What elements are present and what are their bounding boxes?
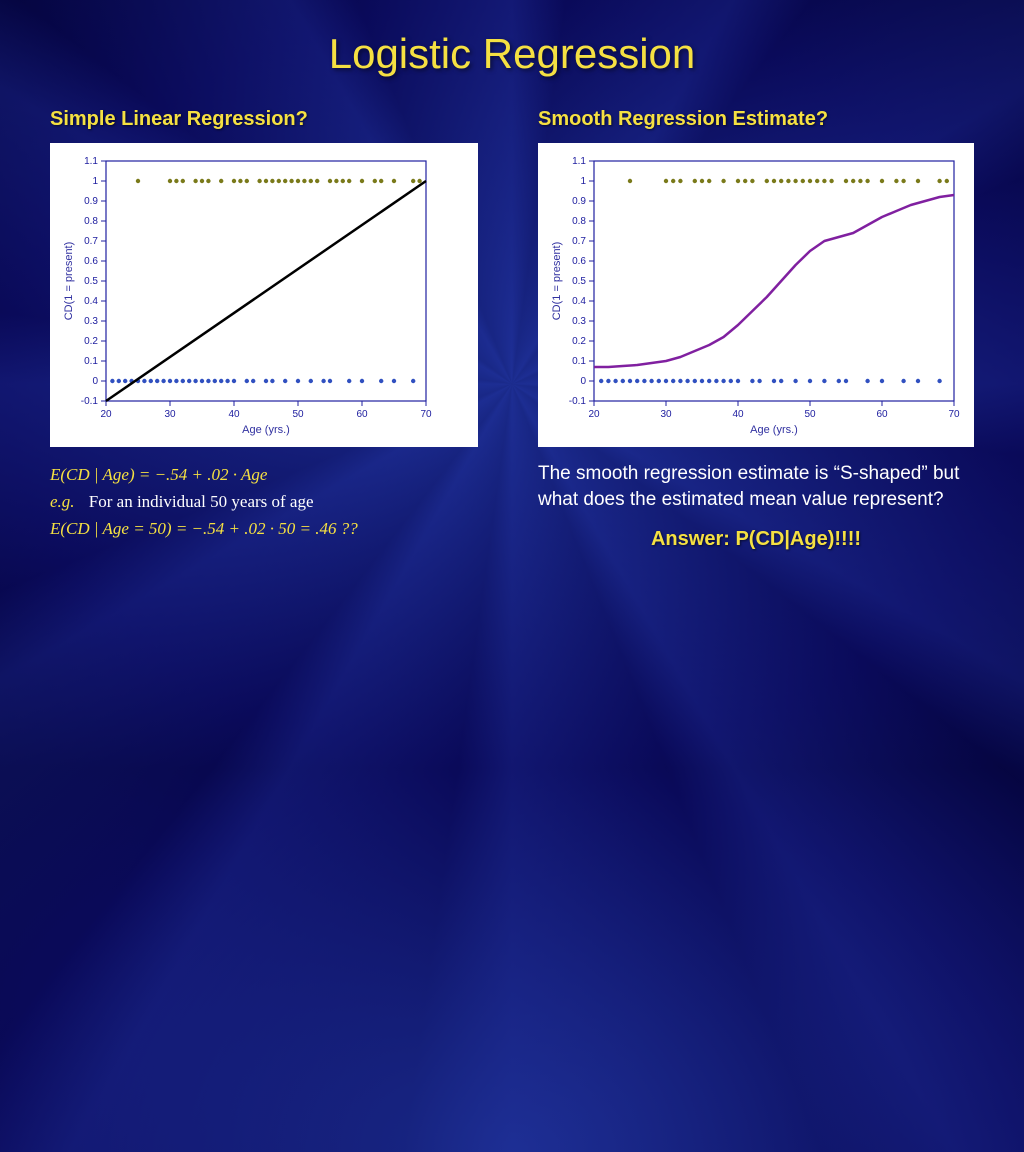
svg-text:1.1: 1.1: [572, 156, 586, 167]
svg-text:0.6: 0.6: [572, 256, 586, 267]
columns: Simple Linear Regression? 20 30 40 50 60 70 -0…: [50, 108, 974, 551]
svg-text:0.7: 0.7: [572, 236, 586, 247]
svg-text:Age (yrs.): Age (yrs.): [242, 424, 290, 436]
right-column: Smooth Regression Estimate? 20 30 40 50 60 70…: [538, 108, 974, 551]
svg-text:0.9: 0.9: [84, 196, 98, 207]
svg-text:50: 50: [292, 409, 304, 420]
left-column: Simple Linear Regression? 20 30 40 50 60 70 -0…: [50, 108, 478, 551]
equation-block: E(CD | Age) = −.54 + .02 · Age e.g. For …: [50, 461, 478, 543]
svg-text:20: 20: [100, 409, 112, 420]
svg-text:60: 60: [876, 409, 888, 420]
svg-text:0.3: 0.3: [84, 316, 98, 327]
right-heading: Smooth Regression Estimate?: [538, 108, 974, 131]
svg-text:40: 40: [732, 409, 744, 420]
equation-1: E(CD | Age) = −.54 + .02 · Age: [50, 461, 478, 488]
svg-text:CD(1 = present): CD(1 = present): [63, 242, 75, 321]
right-description: The smooth regression estimate is “S-sha…: [538, 461, 974, 512]
slide: Logistic Regression Simple Linear Regres…: [0, 0, 1024, 768]
svg-text:0.1: 0.1: [572, 356, 586, 367]
svg-text:1: 1: [92, 176, 98, 187]
svg-text:0.8: 0.8: [84, 216, 98, 227]
svg-text:0.4: 0.4: [572, 296, 586, 307]
svg-text:30: 30: [660, 409, 672, 420]
page-title: Logistic Regression: [50, 30, 974, 78]
svg-text:0.7: 0.7: [84, 236, 98, 247]
eq2-prefix: e.g.: [50, 492, 75, 511]
svg-text:CD(1 = present): CD(1 = present): [551, 242, 563, 321]
svg-text:-0.1: -0.1: [81, 396, 99, 407]
right-chart: 20 30 40 50 60 70 -0.1 0 0.1 0.2 0.3 0.4 0.5 0.6 0.7 0.…: [546, 151, 966, 439]
svg-text:-0.1: -0.1: [569, 396, 587, 407]
svg-text:0.5: 0.5: [84, 276, 98, 287]
svg-text:0: 0: [92, 376, 98, 387]
svg-text:70: 70: [948, 409, 960, 420]
svg-text:0.1: 0.1: [84, 356, 98, 367]
left-chart: 20 30 40 50 60 70 -0.1 0 0.1 0.2 0.3 0.4 0.5 0.6 0.7 0.…: [58, 151, 438, 439]
svg-text:0: 0: [580, 376, 586, 387]
svg-text:Age (yrs.): Age (yrs.): [750, 424, 798, 436]
svg-text:0.3: 0.3: [572, 316, 586, 327]
left-chart-container: 20 30 40 50 60 70 -0.1 0 0.1 0.2 0.3 0.4 0.5 0.6 0.7 0.…: [50, 143, 478, 447]
svg-text:0.6: 0.6: [84, 256, 98, 267]
answer-text: Answer: P(CD|Age)!!!!: [538, 528, 974, 551]
svg-text:0.5: 0.5: [572, 276, 586, 287]
left-heading: Simple Linear Regression?: [50, 108, 478, 131]
svg-text:0.8: 0.8: [572, 216, 586, 227]
svg-text:50: 50: [804, 409, 816, 420]
right-chart-container: 20 30 40 50 60 70 -0.1 0 0.1 0.2 0.3 0.4 0.5 0.6 0.7 0.…: [538, 143, 974, 447]
svg-text:1: 1: [580, 176, 586, 187]
equation-2: e.g. For an individual 50 years of age: [50, 488, 478, 515]
eq2-text: For an individual 50 years of age: [89, 492, 314, 511]
svg-text:20: 20: [588, 409, 600, 420]
svg-text:60: 60: [356, 409, 368, 420]
svg-text:1.1: 1.1: [84, 156, 98, 167]
svg-text:40: 40: [228, 409, 240, 420]
equation-3: E(CD | Age = 50) = −.54 + .02 · 50 = .46…: [50, 515, 478, 542]
svg-text:0.2: 0.2: [572, 336, 586, 347]
svg-text:0.9: 0.9: [572, 196, 586, 207]
svg-text:0.2: 0.2: [84, 336, 98, 347]
svg-text:30: 30: [164, 409, 176, 420]
svg-text:70: 70: [420, 409, 432, 420]
svg-text:0.4: 0.4: [84, 296, 98, 307]
